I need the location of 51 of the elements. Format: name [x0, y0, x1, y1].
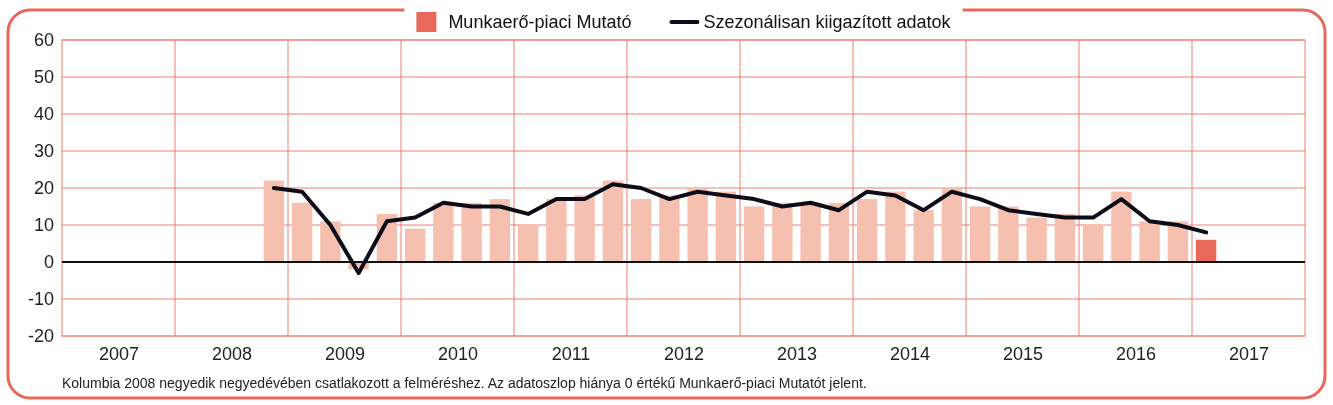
y-tick-label: 40	[33, 104, 54, 125]
bar	[800, 202, 821, 262]
text: Kolumbia 2008 negyedik negyedévében csatlakozott a felméréshez. Az adatoszlop hiánya 0 értékű Munkaerő-piaci Mutatót jelent.	[62, 375, 867, 391]
bar	[517, 225, 539, 262]
legend-label: Szezonálisan kiigazított adatok	[703, 12, 952, 32]
bar	[489, 199, 511, 262]
y-tick-label: 20	[33, 178, 54, 199]
bar	[743, 206, 765, 262]
bar	[1111, 191, 1132, 262]
bar	[263, 180, 285, 262]
y-tick-label: 0	[43, 252, 54, 273]
x-tick-label: 2011	[551, 343, 591, 364]
bar	[404, 228, 426, 262]
x-tick-label: 2012	[663, 343, 705, 364]
bar	[913, 210, 934, 262]
x-tick-label: 2017	[1228, 343, 1270, 364]
legend-label: Munkaerő-piaci Mutató	[448, 12, 632, 32]
x-tick-label: 2008	[211, 343, 253, 364]
x-tick-label: 2010	[437, 343, 479, 364]
bar	[1026, 217, 1047, 262]
bar	[433, 202, 454, 262]
bar	[941, 188, 963, 262]
x-tick-label: 2013	[776, 343, 818, 364]
bar	[659, 195, 680, 262]
x-tick-label: 2009	[324, 343, 366, 364]
y-tick-label: 60	[33, 30, 54, 51]
y-tick-label: 30	[33, 141, 54, 162]
bar	[1139, 221, 1160, 262]
bar	[602, 180, 624, 262]
x-tick-label: 2016	[1115, 343, 1157, 364]
bar	[715, 191, 737, 262]
y-tick-label: 10	[33, 215, 54, 236]
bar	[546, 199, 567, 262]
bar	[885, 191, 906, 262]
bar	[687, 188, 708, 262]
y-tick-label: -20	[27, 326, 54, 347]
bar	[1082, 225, 1104, 262]
y-tick-label: 50	[33, 67, 54, 88]
bar	[291, 202, 313, 262]
bar	[998, 206, 1019, 262]
bar	[461, 202, 482, 262]
bar	[574, 195, 595, 262]
bar	[772, 202, 793, 262]
x-tick-label: 2015	[1002, 343, 1044, 364]
bar	[969, 206, 991, 262]
bar	[856, 199, 878, 262]
x-tick-label: 2007	[98, 343, 140, 364]
bar	[630, 199, 652, 262]
bar	[1195, 239, 1217, 262]
y-tick-label: -10	[27, 289, 54, 310]
x-tick-label: 2014	[889, 343, 931, 364]
